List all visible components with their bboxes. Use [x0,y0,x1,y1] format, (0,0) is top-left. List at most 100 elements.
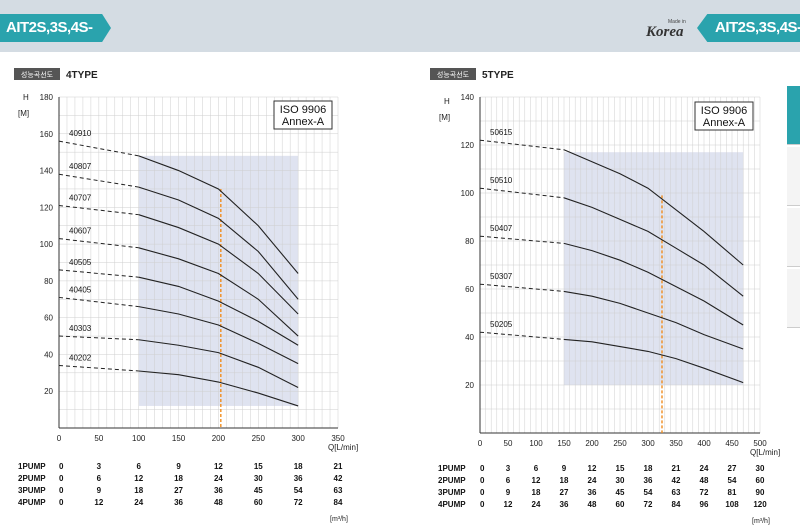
pump-cell: 0 [480,500,485,509]
pump-cell: 3 [506,464,511,473]
y-tick-label: 40 [465,333,474,342]
pump-cell: 18 [644,464,653,473]
curve-40303 [138,339,299,389]
korea-logo: Korea [646,24,684,40]
curve-dashed-40202 [58,364,139,372]
pump-cell: 15 [616,464,625,473]
curve-40202 [138,370,299,407]
pump-cell: 9 [562,464,567,473]
pump-cell: 0 [59,498,64,507]
pump-cell: 54 [728,476,737,485]
series-label: 40505 [69,258,92,267]
pump-cell: 6 [97,474,102,483]
pump-cell: 72 [294,498,303,507]
pump-cell: 36 [294,474,303,483]
curve-50205 [563,338,744,384]
pump-cell: 45 [254,486,263,495]
curve-50307 [563,290,744,350]
curve-40505 [138,276,299,346]
pump-cell: 24 [532,500,541,509]
pump-cell: 60 [254,498,263,507]
curve-dashed-50307 [479,283,565,292]
pump-cell: 36 [174,498,183,507]
pump-cell: 54 [644,488,653,497]
series-label: 40807 [69,162,92,171]
pump-cell: 72 [700,488,709,497]
y-tick-label: 140 [461,93,475,102]
title-badge: 성능곡선도 [21,70,54,79]
curve-50407 [563,242,744,326]
pump-cell: 18 [174,474,183,483]
pump-cell: 60 [756,476,765,485]
y-tick-label: 40 [44,350,53,359]
pump-table-unit: [m³/h] [330,516,348,523]
x-tick-label: 150 [557,439,571,448]
pump-cell: 12 [588,464,597,473]
pump-cell: 18 [560,476,569,485]
pump-cell: 27 [174,486,183,495]
curve-dashed-50510 [479,187,565,199]
pump-cell: 48 [588,500,597,509]
pump-cell: 24 [588,476,597,485]
curve-dashed-50205 [479,331,565,340]
pump-cell: 60 [616,500,625,509]
pump-cell: 36 [560,500,569,509]
pump-cell: 108 [725,500,739,509]
x-tick-label: 300 [641,439,655,448]
x-tick-label: 300 [291,434,305,443]
pump-cell: 120 [753,500,767,509]
curve-40910 [138,155,299,274]
y-tick-label: 120 [40,203,54,212]
x-axis-label: Q[L/min] [328,443,358,452]
pump-cell: 18 [294,462,303,471]
curve-40607 [138,247,299,337]
series-label: 40405 [69,285,92,294]
pump-cell: 48 [214,498,223,507]
curve-40807 [138,186,299,300]
pump-cell: 36 [588,488,597,497]
pump-cell: 9 [176,462,181,471]
pump-cell: 30 [616,476,625,485]
pump-cell: 84 [672,500,681,509]
iso-box [694,101,754,131]
chart-title: 4TYPE [66,70,98,81]
side-tab[interactable] [787,147,800,206]
pump-cell: 0 [59,474,64,483]
pump-cell: 96 [700,500,709,509]
y-axis-label: H [23,93,29,102]
y-tick-label: 80 [465,237,474,246]
pump-cell: 24 [700,464,709,473]
pump-cell: 12 [94,498,103,507]
y-axis-unit: [M] [439,113,450,122]
y-tick-label: 60 [465,285,474,294]
y-tick-label: 120 [461,141,475,150]
curve-dashed-40607 [58,238,139,249]
pump-cell: 36 [644,476,653,485]
pump-cell: 18 [532,488,541,497]
pump-cell: 48 [700,476,709,485]
side-tab-active[interactable] [787,86,800,145]
pump-row-label: 4PUMP [438,500,466,509]
pump-cell: 12 [532,476,541,485]
pump-cell: 54 [294,486,303,495]
pump-cell: 0 [480,464,485,473]
pump-cell: 6 [136,462,141,471]
series-label: 50615 [490,128,513,137]
pump-cell: 45 [616,488,625,497]
x-tick-label: 100 [132,434,146,443]
curve-dashed-40303 [58,335,139,341]
curve-dashed-50615 [479,139,565,151]
x-tick-label: 50 [504,439,513,448]
pump-cell: 42 [334,474,343,483]
pump-cell: 9 [506,488,511,497]
pump-row-label: 3PUMP [438,488,466,497]
series-label: 40202 [69,353,92,362]
side-tab[interactable] [787,269,800,328]
pump-cell: 18 [134,486,143,495]
pump-cell: 3 [97,462,102,471]
header-bar [0,0,800,52]
pump-cell: 0 [59,462,64,471]
side-tab[interactable] [787,208,800,267]
series-label: 40607 [69,227,92,236]
